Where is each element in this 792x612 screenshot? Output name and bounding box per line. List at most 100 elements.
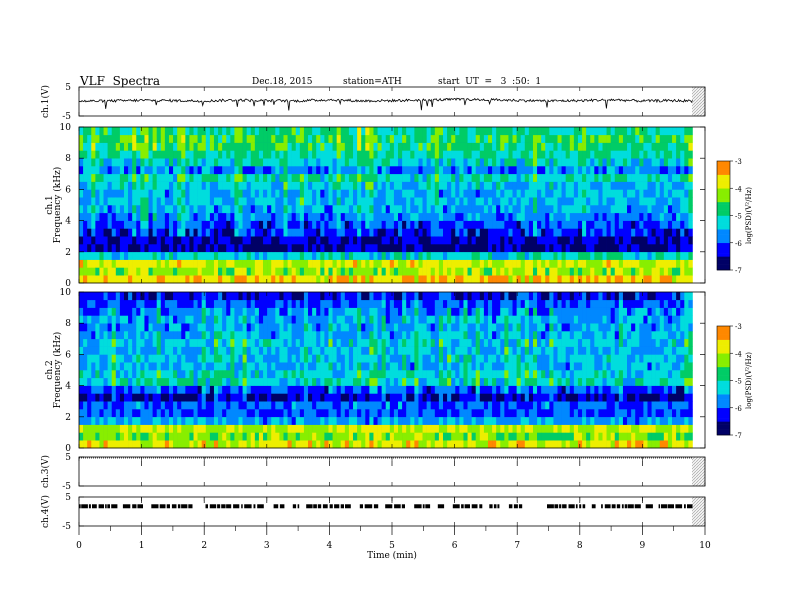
spectrogram-cell (168, 424, 174, 433)
spectrogram-cell (279, 432, 284, 441)
spectrogram-cell (246, 393, 252, 402)
spectrogram-cell (291, 212, 297, 221)
spectrogram-cell (504, 150, 509, 159)
spectrogram-cell (242, 307, 247, 316)
spectrogram-cell (87, 212, 92, 221)
spectrogram-cell (447, 134, 452, 143)
spectrogram-cell (344, 244, 350, 253)
spectrogram-cell (357, 377, 362, 386)
spectrogram-cell (181, 259, 186, 268)
spectrogram-cell (430, 409, 436, 418)
spectrogram-cell (83, 440, 88, 449)
spectrogram-cell (177, 205, 182, 214)
spectrogram-cell (283, 440, 288, 449)
spectrogram-cell (434, 354, 440, 363)
spectrogram-cell (479, 197, 485, 206)
spectrogram-cell (516, 127, 522, 136)
spectrogram-cell (222, 244, 227, 253)
spectrogram-cell (303, 362, 309, 371)
spectrogram-cell (426, 267, 432, 276)
spectrogram-cell (91, 307, 96, 316)
spectrogram-cell (610, 189, 616, 198)
spectrogram-cell (205, 401, 211, 410)
spectrogram-cell (115, 275, 121, 284)
spectrogram-cell (586, 158, 591, 167)
spectrogram-cell (209, 393, 215, 402)
spectrogram-cell (381, 323, 387, 332)
spectrogram-cell (369, 181, 374, 190)
spectrogram-cell (410, 377, 415, 386)
spectrogram-cell (569, 228, 575, 237)
spectrogram-cell (136, 292, 141, 301)
spectrogram-cell (148, 416, 153, 425)
spectrogram-cell (79, 370, 84, 379)
spectrogram-cell (320, 401, 325, 410)
spectrogram-cell (238, 181, 243, 190)
spectrogram-cell (287, 236, 292, 245)
spectrogram-cell (132, 362, 137, 371)
spectrogram-cell (410, 220, 415, 229)
spectrogram-cell (459, 173, 464, 182)
spectrogram-cell (168, 370, 174, 379)
spectrogram-cell (234, 362, 239, 371)
spectrogram-cell (213, 142, 219, 151)
spectrogram-cell (275, 228, 280, 237)
spectrogram-cell (148, 142, 153, 151)
spectrogram-cell (430, 424, 436, 433)
spectrogram-cell (291, 307, 297, 316)
spectrogram-cell (443, 432, 448, 441)
spectrogram-cell (443, 189, 448, 198)
spectrogram-cell (173, 401, 178, 410)
spectrogram-cell (222, 127, 227, 136)
spectrogram-cell (156, 315, 162, 324)
spectrogram-cell (205, 259, 211, 268)
spectrogram-cell (528, 134, 534, 143)
spectrogram-cell (242, 275, 247, 284)
spectrogram-cell (639, 166, 644, 175)
spectrogram-cell (299, 354, 305, 363)
spectrogram-cell (639, 197, 644, 206)
spectrogram-cell (569, 189, 575, 198)
spectrogram-cell (402, 409, 407, 418)
spectrogram-cell (160, 377, 166, 386)
spectrogram-cell (463, 377, 468, 386)
spectrogram-cell (586, 134, 591, 143)
spectrogram-cell (348, 307, 354, 316)
spectrogram-cell (438, 346, 444, 355)
spectrogram-cell (357, 158, 362, 167)
spectrogram-cell (332, 275, 337, 284)
spectrogram-cell (688, 197, 693, 206)
spectrogram-cell (320, 393, 325, 402)
spectrogram-cell (426, 362, 432, 371)
spectrogram-cell (688, 259, 693, 268)
spectrogram-cell (651, 181, 656, 190)
spectrogram-cell (279, 338, 284, 347)
spectrogram-cell (258, 197, 264, 206)
spectrogram-cell (447, 409, 452, 418)
spectrogram-cell (87, 432, 92, 441)
spectrogram-cell (483, 134, 489, 143)
spectrogram-cell (635, 134, 640, 143)
spectrogram-cell (422, 346, 427, 355)
spectrogram-cell (173, 150, 178, 159)
spectrogram-cell (627, 236, 632, 245)
spectrogram-cell (602, 244, 607, 253)
spectrogram-cell (459, 377, 464, 386)
spectrogram-cell (213, 346, 219, 355)
spectrogram-cell (328, 393, 333, 402)
spectrogram-cell (598, 166, 603, 175)
spectrogram-cell (132, 307, 137, 316)
spectrogram-cell (246, 158, 252, 167)
spectrogram-cell (528, 220, 534, 229)
spectrogram-cell (500, 142, 505, 151)
spectrogram-cell (95, 189, 100, 198)
spectrogram-cell (471, 134, 477, 143)
spectrogram-cell (344, 299, 350, 308)
spectrogram-cell (475, 127, 481, 136)
spectrogram-cell (475, 259, 481, 268)
spectrogram-cell (438, 251, 444, 260)
spectrogram-cell (185, 212, 190, 221)
spectrogram-cell (451, 323, 456, 332)
spectrogram-cell (103, 315, 108, 324)
spectrogram-cell (471, 424, 477, 433)
